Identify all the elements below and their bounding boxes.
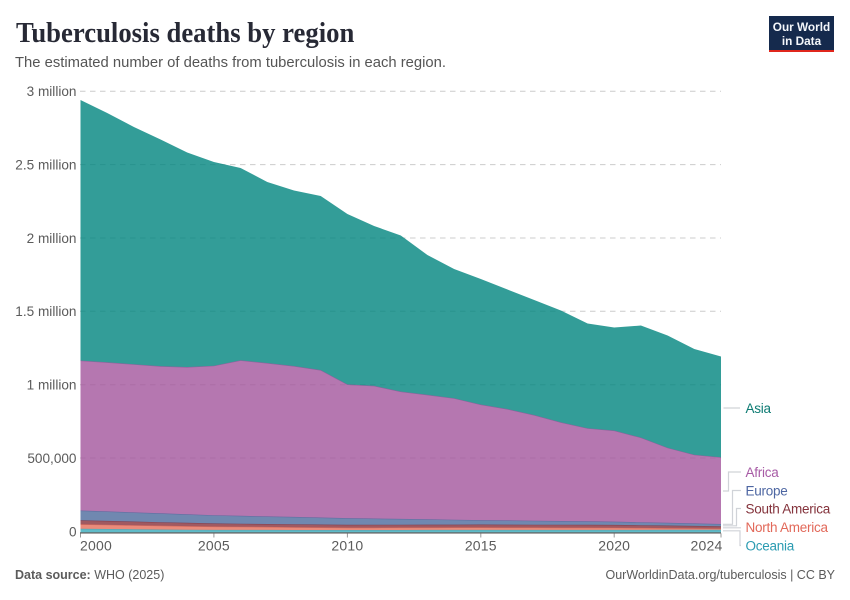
svg-text:1 million: 1 million — [27, 378, 77, 393]
svg-text:1.5 million: 1.5 million — [15, 304, 76, 319]
svg-text:2.5 million: 2.5 million — [15, 158, 76, 173]
svg-text:Africa: Africa — [746, 465, 780, 480]
svg-text:500,000: 500,000 — [27, 451, 77, 466]
svg-text:Oceania: Oceania — [746, 538, 795, 553]
svg-text:2005: 2005 — [198, 537, 230, 553]
svg-text:2 million: 2 million — [27, 231, 77, 246]
svg-text:South America: South America — [746, 501, 831, 516]
svg-text:2015: 2015 — [465, 537, 497, 553]
svg-text:0: 0 — [69, 525, 77, 540]
svg-text:2020: 2020 — [598, 537, 630, 553]
svg-text:Europe: Europe — [746, 483, 788, 498]
svg-text:Asia: Asia — [746, 401, 772, 416]
svg-text:2000: 2000 — [80, 537, 112, 553]
svg-text:North America: North America — [746, 520, 829, 535]
svg-text:2024: 2024 — [691, 537, 723, 553]
svg-text:2010: 2010 — [331, 537, 363, 553]
svg-text:3 million: 3 million — [27, 84, 77, 99]
